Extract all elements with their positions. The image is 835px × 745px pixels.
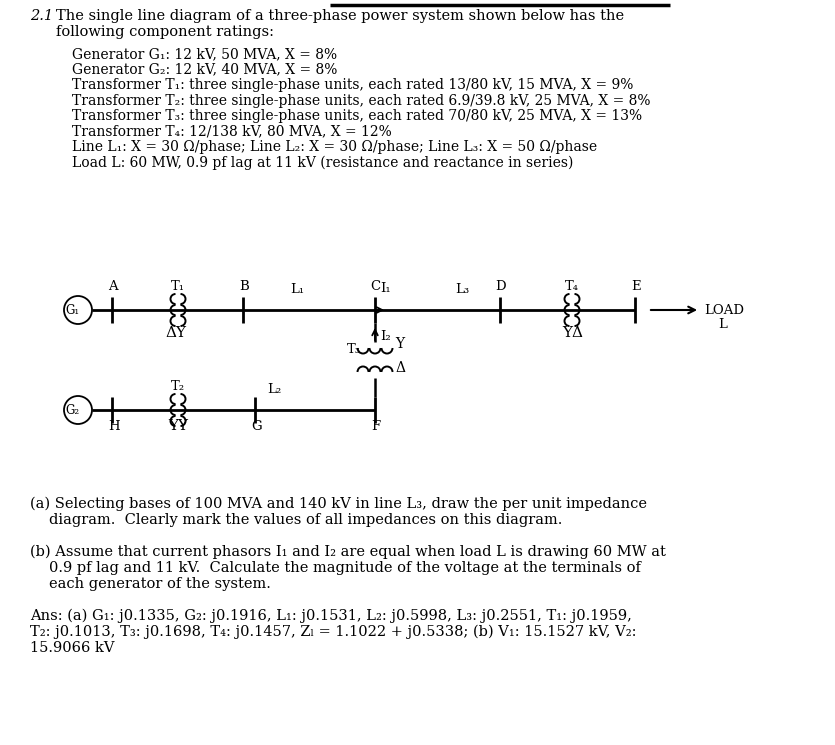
Text: I₁: I₁ xyxy=(380,282,391,295)
Text: C: C xyxy=(370,280,380,293)
Text: E: E xyxy=(631,280,640,293)
Text: L₁: L₁ xyxy=(290,283,304,296)
Text: Transformer T₂: three single-phase units, each rated 6.9/39.8 kV, 25 MVA, X = 8%: Transformer T₂: three single-phase units… xyxy=(72,94,650,107)
Text: Transformer T₄: 12/138 kV, 80 MVA, X = 12%: Transformer T₄: 12/138 kV, 80 MVA, X = 1… xyxy=(72,124,392,139)
Text: LOAD: LOAD xyxy=(704,304,744,317)
Text: D: D xyxy=(495,280,506,293)
Text: (b) Assume that current phasors I₁ and I₂ are equal when load L is drawing 60 MW: (b) Assume that current phasors I₁ and I… xyxy=(30,545,665,559)
Text: Y: Y xyxy=(395,337,404,351)
Text: I₂: I₂ xyxy=(380,330,391,343)
Text: T₁: T₁ xyxy=(171,280,185,293)
Text: YΔ: YΔ xyxy=(562,326,583,340)
Text: ΔY: ΔY xyxy=(165,326,186,340)
Text: T₂: T₂ xyxy=(171,380,185,393)
Text: diagram.  Clearly mark the values of all impedances on this diagram.: diagram. Clearly mark the values of all … xyxy=(49,513,563,527)
Text: Load L: 60 MW, 0.9 pf lag at 11 kV (resistance and reactance in series): Load L: 60 MW, 0.9 pf lag at 11 kV (resi… xyxy=(72,155,574,170)
Text: (a) Selecting bases of 100 MVA and 140 kV in line L₃, draw the per unit impedanc: (a) Selecting bases of 100 MVA and 140 k… xyxy=(30,497,647,511)
Text: G₂: G₂ xyxy=(65,404,79,417)
Text: YY: YY xyxy=(168,419,188,433)
Text: T₄: T₄ xyxy=(565,280,579,293)
Text: A: A xyxy=(108,280,118,293)
Text: G₁: G₁ xyxy=(65,304,79,317)
Text: L₃: L₃ xyxy=(455,283,469,296)
Text: Generator G₂: 12 kV, 40 MVA, X = 8%: Generator G₂: 12 kV, 40 MVA, X = 8% xyxy=(72,63,337,77)
Text: The single line diagram of a three-phase power system shown below has the: The single line diagram of a three-phase… xyxy=(56,9,624,23)
Text: 2.1: 2.1 xyxy=(30,9,53,23)
Text: H: H xyxy=(108,420,119,433)
Text: B: B xyxy=(239,280,249,293)
Text: L: L xyxy=(718,318,727,331)
Text: 15.9066 kV: 15.9066 kV xyxy=(30,641,114,655)
Text: each generator of the system.: each generator of the system. xyxy=(49,577,271,591)
Text: Line L₁: X = 30 Ω/phase; Line L₂: X = 30 Ω/phase; Line L₃: X = 50 Ω/phase: Line L₁: X = 30 Ω/phase; Line L₂: X = 30… xyxy=(72,140,597,154)
Text: Δ: Δ xyxy=(395,361,405,375)
Text: following component ratings:: following component ratings: xyxy=(56,25,274,39)
Text: Generator G₁: 12 kV, 50 MVA, X = 8%: Generator G₁: 12 kV, 50 MVA, X = 8% xyxy=(72,47,337,61)
Text: Transformer T₁: three single-phase units, each rated 13/80 kV, 15 MVA, X = 9%: Transformer T₁: three single-phase units… xyxy=(72,78,634,92)
Text: Transformer T₃: three single-phase units, each rated 70/80 kV, 25 MVA, X = 13%: Transformer T₃: three single-phase units… xyxy=(72,109,642,123)
Text: F: F xyxy=(371,420,380,433)
Text: T₂: j0.1013, T₃: j0.1698, T₄: j0.1457, Zₗ = 1.1022 + j0.5338; (b) V₁: 15.1527 kV: T₂: j0.1013, T₃: j0.1698, T₄: j0.1457, Z… xyxy=(30,624,636,639)
Text: T₃: T₃ xyxy=(347,343,361,356)
Text: L₂: L₂ xyxy=(267,383,281,396)
Text: G: G xyxy=(251,420,261,433)
Text: 0.9 pf lag and 11 kV.  Calculate the magnitude of the voltage at the terminals o: 0.9 pf lag and 11 kV. Calculate the magn… xyxy=(49,561,641,575)
Text: Ans: (a) G₁: j0.1335, G₂: j0.1916, L₁: j0.1531, L₂: j0.5998, L₃: j0.2551, T₁: j0: Ans: (a) G₁: j0.1335, G₂: j0.1916, L₁: j… xyxy=(30,609,632,623)
